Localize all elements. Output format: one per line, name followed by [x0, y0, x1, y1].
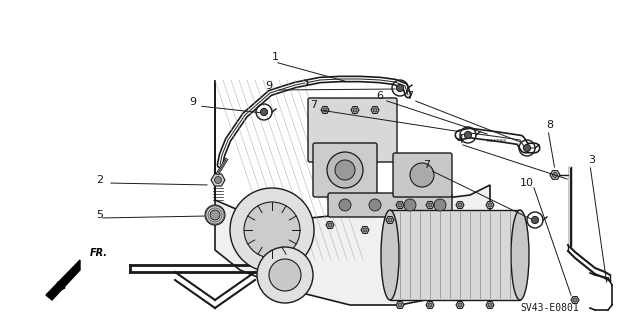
Circle shape	[210, 210, 220, 220]
Circle shape	[363, 228, 367, 232]
Circle shape	[257, 247, 313, 303]
Circle shape	[552, 173, 557, 177]
Polygon shape	[456, 202, 464, 208]
Polygon shape	[371, 107, 379, 114]
Circle shape	[353, 108, 357, 112]
Text: BREATHER: BREATHER	[487, 139, 507, 143]
Polygon shape	[426, 301, 434, 308]
Ellipse shape	[381, 210, 399, 300]
Circle shape	[434, 199, 446, 211]
Circle shape	[458, 303, 462, 307]
Circle shape	[230, 188, 314, 272]
Polygon shape	[456, 301, 464, 308]
Circle shape	[465, 131, 472, 138]
Polygon shape	[46, 260, 80, 300]
Text: 7: 7	[406, 91, 413, 101]
Circle shape	[335, 160, 355, 180]
Circle shape	[398, 303, 402, 307]
Polygon shape	[321, 107, 329, 114]
Circle shape	[327, 152, 363, 188]
Text: 7: 7	[310, 100, 317, 110]
Text: 7: 7	[424, 160, 431, 170]
Text: 6: 6	[376, 91, 383, 101]
Polygon shape	[326, 221, 334, 228]
Polygon shape	[215, 80, 490, 305]
Circle shape	[398, 203, 402, 207]
Circle shape	[458, 203, 462, 207]
Polygon shape	[486, 301, 494, 308]
Circle shape	[214, 176, 221, 183]
Circle shape	[369, 199, 381, 211]
Circle shape	[404, 199, 416, 211]
Circle shape	[428, 203, 432, 207]
Circle shape	[260, 108, 268, 115]
Circle shape	[323, 108, 327, 112]
FancyBboxPatch shape	[308, 98, 397, 162]
Circle shape	[573, 298, 577, 302]
Text: 2: 2	[97, 175, 104, 185]
Circle shape	[388, 218, 392, 222]
Polygon shape	[390, 210, 520, 300]
Circle shape	[269, 259, 301, 291]
Circle shape	[488, 203, 492, 207]
Circle shape	[524, 145, 531, 152]
Text: 9: 9	[189, 97, 196, 107]
Circle shape	[339, 199, 351, 211]
Polygon shape	[211, 174, 225, 186]
Text: 1: 1	[271, 52, 278, 62]
Text: SV43-E0801: SV43-E0801	[520, 303, 579, 313]
Text: 8: 8	[547, 120, 554, 130]
Polygon shape	[351, 107, 359, 114]
Polygon shape	[396, 301, 404, 308]
Text: 4: 4	[456, 135, 463, 145]
FancyBboxPatch shape	[313, 143, 377, 197]
Text: 10: 10	[520, 178, 534, 188]
Circle shape	[205, 205, 225, 225]
Text: 3: 3	[589, 155, 595, 165]
Polygon shape	[486, 202, 494, 208]
Circle shape	[428, 303, 432, 307]
Polygon shape	[426, 202, 434, 208]
Polygon shape	[571, 297, 579, 303]
Circle shape	[488, 303, 492, 307]
Circle shape	[410, 163, 434, 187]
Text: FR.: FR.	[90, 248, 108, 258]
Polygon shape	[550, 171, 560, 179]
Polygon shape	[396, 202, 404, 208]
Circle shape	[531, 216, 539, 224]
Polygon shape	[361, 226, 369, 234]
Circle shape	[396, 85, 404, 92]
Circle shape	[328, 223, 332, 227]
Circle shape	[244, 202, 300, 258]
Text: 5: 5	[97, 210, 104, 220]
Text: 9: 9	[266, 81, 273, 91]
FancyBboxPatch shape	[328, 193, 452, 217]
Ellipse shape	[511, 210, 529, 300]
Polygon shape	[386, 217, 394, 224]
Circle shape	[373, 108, 377, 112]
FancyBboxPatch shape	[393, 153, 452, 197]
